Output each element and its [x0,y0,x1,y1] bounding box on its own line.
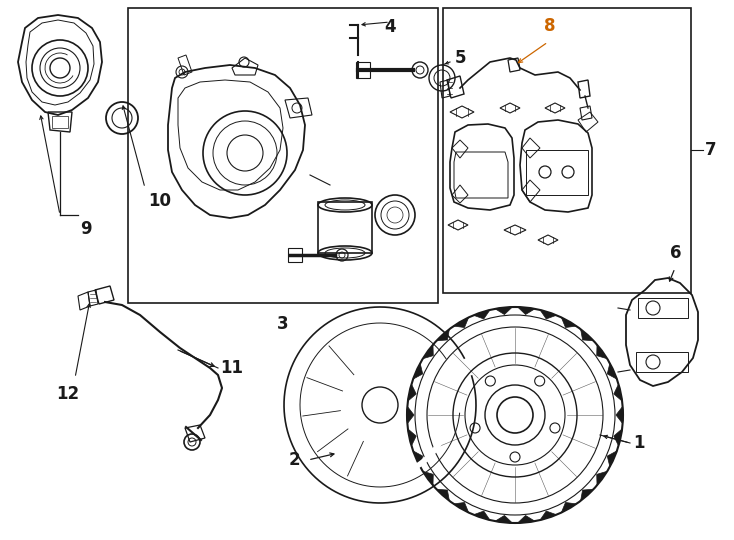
Polygon shape [562,318,576,328]
Text: 5: 5 [455,49,467,67]
Polygon shape [473,310,490,319]
Text: 8: 8 [544,17,556,35]
Polygon shape [437,489,449,501]
Polygon shape [517,307,535,315]
Bar [128,8,438,303]
Bar [443,8,691,293]
Polygon shape [413,363,423,379]
Polygon shape [517,516,535,523]
Polygon shape [614,384,622,401]
Text: 10: 10 [148,192,171,210]
Polygon shape [413,451,423,467]
Polygon shape [581,329,594,341]
Text: 12: 12 [57,385,79,403]
Text: 4: 4 [384,18,396,36]
Polygon shape [607,363,617,379]
Polygon shape [614,429,622,446]
Polygon shape [495,516,512,523]
Polygon shape [408,429,416,446]
Polygon shape [437,329,449,341]
Polygon shape [562,502,576,512]
Polygon shape [540,511,556,520]
Polygon shape [581,489,594,501]
Text: 2: 2 [288,451,300,469]
Text: 11: 11 [220,359,243,377]
Polygon shape [408,384,416,401]
Polygon shape [495,307,512,315]
Polygon shape [540,310,556,319]
Polygon shape [473,511,490,520]
Polygon shape [454,502,468,512]
Polygon shape [423,345,433,359]
Polygon shape [597,345,607,359]
Text: 7: 7 [705,141,716,159]
Polygon shape [597,471,607,485]
Text: 3: 3 [277,315,288,333]
Polygon shape [407,407,414,424]
Polygon shape [454,318,468,328]
Text: 6: 6 [670,244,682,262]
Text: 9: 9 [80,220,92,238]
Polygon shape [423,471,433,485]
Polygon shape [607,451,617,467]
Polygon shape [616,407,622,424]
Text: 1: 1 [633,434,644,452]
